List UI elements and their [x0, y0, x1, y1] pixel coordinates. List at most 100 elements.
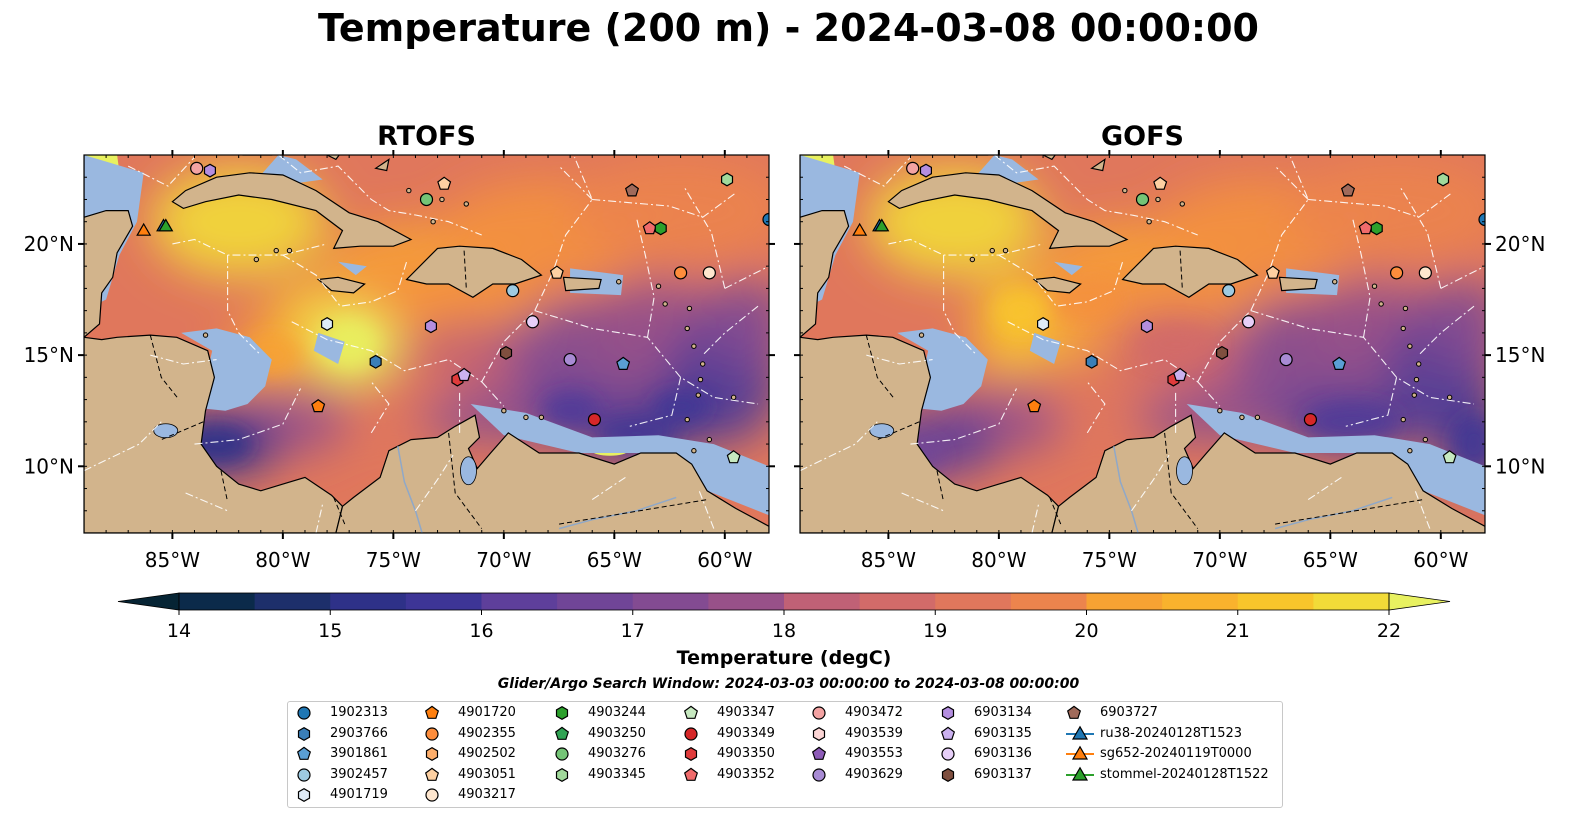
platform-marker-24	[726, 450, 741, 464]
eez-boundary	[150, 354, 217, 365]
eez-boundary	[866, 354, 933, 365]
colorbar-bin	[859, 593, 936, 610]
island	[1002, 247, 1009, 254]
legend-marker-icon	[297, 767, 311, 782]
legend-marker-icon	[424, 705, 440, 719]
x-tick-label: 85°W	[145, 548, 200, 572]
legend-marker-icon	[941, 747, 955, 761]
island	[1332, 279, 1338, 285]
legend-item-label: 4903217	[458, 787, 516, 802]
eez-boundary	[227, 255, 262, 356]
shallow-shelf	[1054, 261, 1083, 276]
land-mass	[84, 155, 134, 339]
platform-marker-3	[1135, 192, 1150, 207]
x-tick-label: 80°W	[971, 548, 1026, 572]
colorbar-bin	[557, 593, 634, 610]
island	[286, 247, 293, 254]
legend-item-label: 4903051	[458, 766, 516, 782]
x-tick-label: 70°W	[1192, 548, 1247, 572]
island	[1254, 414, 1261, 421]
legend-marker-icon	[812, 706, 826, 720]
legend-item-label: 4901720	[458, 705, 516, 720]
y-tick-label: 15°N	[1495, 343, 1545, 367]
legend-item-label: 4903539	[845, 725, 903, 741]
platform-marker-23	[1303, 413, 1318, 427]
map-panels: 85°W 80°W 75°W 70°W 65°W 60°W 20°N 15°N 10°N RTOF…	[24, 121, 1546, 572]
eez-boundary	[558, 165, 593, 200]
island	[969, 256, 976, 263]
colorbar-bin	[254, 593, 331, 610]
legend-marker-icon	[1071, 745, 1089, 760]
eez-boundary	[278, 155, 482, 236]
colorbar-bin	[330, 593, 407, 610]
eez-boundary	[315, 503, 324, 533]
legend-marker-icon	[812, 726, 826, 741]
legend-item-label: 4902355	[458, 725, 516, 741]
country-border	[448, 432, 483, 529]
legend-marker-icon	[1071, 766, 1089, 781]
land-mass	[316, 276, 366, 294]
legend-marker-icon	[425, 747, 439, 761]
eez-boundary	[291, 310, 536, 383]
land-mass	[1090, 158, 1106, 172]
eez-boundary	[534, 310, 759, 405]
platform-marker-13	[321, 317, 334, 331]
platform-marker-1	[203, 163, 216, 178]
legend-marker-icon	[425, 726, 439, 741]
island	[273, 247, 279, 254]
x-tick-label: 85°W	[861, 548, 916, 572]
colorbar-low-extend	[117, 592, 180, 611]
legend-item-label: 6903137	[974, 766, 1032, 782]
platform-marker-18	[563, 352, 577, 367]
legend-marker-icon	[555, 767, 569, 782]
country-border	[220, 470, 229, 503]
eez-boundary	[1250, 310, 1475, 405]
platform-marker-2	[1153, 176, 1168, 190]
legend-marker-icon	[941, 767, 955, 782]
map-panel-rtofs: 85°W 80°W 75°W 70°W 65°W 60°W 20°N 15°N 10°N RTOF…	[24, 121, 775, 572]
island	[691, 343, 697, 349]
legend-marker-icon	[554, 726, 570, 740]
legend-item-label: 1902313	[330, 705, 388, 720]
colorbar-bin	[935, 593, 1012, 610]
colorbar-bin	[1237, 593, 1314, 610]
island	[439, 196, 445, 203]
country-border	[865, 334, 896, 400]
island	[538, 414, 545, 421]
country-border	[1179, 250, 1183, 289]
colorbar-bin	[632, 593, 709, 610]
platform-marker-16	[369, 354, 382, 369]
eez-boundary	[910, 388, 1017, 445]
island	[616, 279, 622, 285]
platform-marker-19	[1332, 356, 1347, 370]
island	[1411, 392, 1417, 398]
colorbar-bin	[481, 593, 558, 610]
island	[406, 187, 412, 194]
platform-marker-9	[1265, 265, 1280, 279]
legend-marker-icon	[684, 747, 698, 761]
platform-marker-22	[1027, 398, 1042, 413]
eez-boundary	[843, 156, 911, 187]
colorbar-label: Temperature (degC)	[677, 647, 892, 669]
island	[695, 392, 701, 398]
eez-boundary	[1307, 476, 1342, 501]
island	[697, 376, 704, 383]
legend-item-label: 4903244	[588, 705, 646, 720]
panel-title: RTOFS	[377, 121, 476, 152]
platform-marker-12	[506, 284, 520, 298]
legend-marker-icon	[683, 705, 699, 719]
island	[202, 332, 209, 338]
platform-marker-23	[587, 413, 602, 427]
panel-title: GOFS	[1101, 121, 1184, 152]
legend-marker-icon	[297, 706, 311, 720]
legend-marker-icon	[811, 746, 827, 760]
platform-marker-14	[1140, 319, 1154, 334]
country-border	[1049, 497, 1062, 525]
platform-marker-15	[525, 315, 540, 329]
legend-marker-icon	[1071, 725, 1089, 740]
island	[918, 332, 925, 338]
eez-boundary	[84, 421, 162, 472]
legend-marker-icon	[1066, 705, 1082, 719]
eez-boundary	[684, 188, 726, 289]
x-tick-label: 75°W	[1082, 548, 1137, 572]
